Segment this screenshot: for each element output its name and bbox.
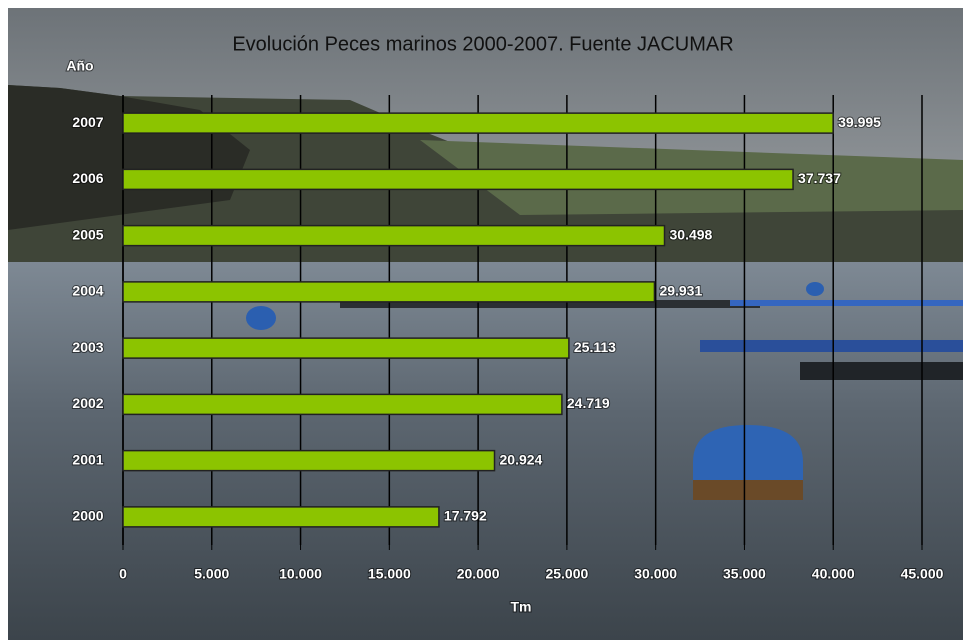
y-tick-label: 2005 xyxy=(72,226,103,242)
x-tick-label: 25.000 xyxy=(545,566,588,582)
y-tick-label: 2000 xyxy=(72,508,103,524)
bar xyxy=(123,394,562,414)
value-label: 20.924 xyxy=(500,451,543,467)
bar xyxy=(123,169,793,189)
x-tick-label: 30.000 xyxy=(634,566,677,582)
bar xyxy=(123,282,654,302)
value-label: 39.995 xyxy=(838,114,881,130)
value-label: 25.113 xyxy=(574,339,616,355)
bar xyxy=(123,113,833,133)
y-tick-label: 2001 xyxy=(72,451,103,467)
y-tick-label: 2002 xyxy=(72,395,103,411)
bar xyxy=(123,507,439,527)
value-label: 30.498 xyxy=(670,226,713,242)
x-tick-label: 10.000 xyxy=(279,566,322,582)
value-label: 29.931 xyxy=(659,283,702,299)
bar xyxy=(123,338,569,358)
y-axis-label: Año xyxy=(66,58,93,74)
x-tick-label: 35.000 xyxy=(723,566,766,582)
x-tick-label: 0 xyxy=(119,566,127,582)
y-tick-label: 2006 xyxy=(72,170,103,186)
y-tick-label: 2007 xyxy=(72,114,103,130)
bar xyxy=(123,451,495,471)
x-axis-label: Tm xyxy=(511,599,532,615)
x-tick-label: 45.000 xyxy=(901,566,944,582)
value-label: 37.737 xyxy=(798,170,841,186)
x-tick-label: 15.000 xyxy=(368,566,411,582)
x-tick-label: 20.000 xyxy=(457,566,500,582)
background xyxy=(0,0,963,640)
bar xyxy=(123,226,665,246)
value-label: 24.719 xyxy=(567,395,610,411)
y-tick-label: 2003 xyxy=(72,339,103,355)
chart-title: Evolución Peces marinos 2000-2007. Fuent… xyxy=(232,33,733,55)
y-tick-label: 2004 xyxy=(72,283,103,299)
value-label: 17.792 xyxy=(444,508,487,524)
x-tick-label: 40.000 xyxy=(812,566,855,582)
chart: Evolución Peces marinos 2000-2007. Fuent… xyxy=(0,0,963,640)
x-tick-label: 5.000 xyxy=(194,566,229,582)
